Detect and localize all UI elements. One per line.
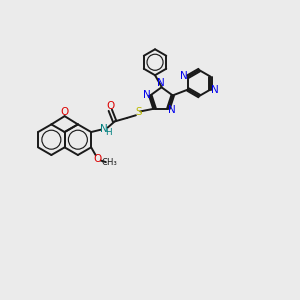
Text: O: O (93, 154, 101, 164)
Text: S: S (136, 107, 142, 117)
Text: N: N (142, 90, 150, 100)
Text: CH₃: CH₃ (101, 158, 117, 167)
Text: N: N (157, 78, 165, 88)
Text: O: O (106, 101, 114, 111)
Text: N: N (168, 105, 176, 115)
Text: N: N (100, 124, 107, 134)
Text: O: O (61, 107, 69, 117)
Text: H: H (106, 128, 112, 136)
Text: N: N (211, 85, 218, 94)
Text: N: N (180, 71, 188, 81)
